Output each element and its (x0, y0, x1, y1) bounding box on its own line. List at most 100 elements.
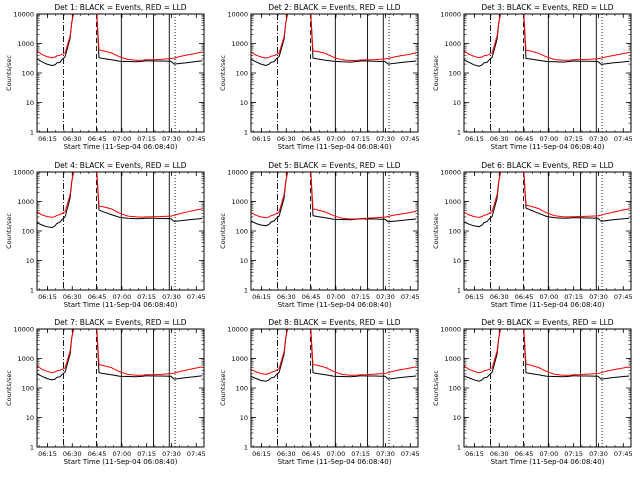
x-tick-label: 06:15 (38, 293, 57, 301)
x-axis-label: Start Time (11-Sep-04 06:08:40) (278, 301, 392, 309)
panel-det-3: Det 3: BLACK = Events, RED = LLD 1 10 100 10… (432, 3, 633, 151)
y-tick-label: 1 (30, 287, 34, 295)
x-tick-label: 07:45 (187, 450, 206, 458)
y-axis-label: Counts/sec (432, 213, 440, 249)
y-tick-label: 1000 (231, 355, 248, 363)
plot-frame (463, 13, 632, 133)
plot-frame (250, 13, 419, 133)
x-tick-label: 06:45 (88, 293, 107, 301)
y-tick-label: 10 (26, 99, 34, 107)
series-group (464, 172, 630, 228)
y-tick-label: 10 (453, 257, 461, 265)
panel-det-5: Det 5: BLACK = Events, RED = LLD 1 10 100 10… (219, 161, 420, 309)
panel-title: Det 2: BLACK = Events, RED = LLD (268, 3, 400, 12)
plot-frame (36, 171, 205, 291)
events-series-line (464, 172, 630, 228)
lld-series-line (37, 172, 203, 218)
y-tick-label: 100 (449, 70, 461, 78)
y-tick-label: 10 (240, 99, 248, 107)
panel-det-4: Det 4: BLACK = Events, RED = LLD 1 10 100 10… (5, 161, 206, 309)
x-tick-label: 07:45 (187, 293, 206, 301)
y-tick-label: 1 (457, 287, 461, 295)
x-tick-label: 07:30 (589, 450, 608, 458)
x-tick-label: 07:45 (614, 135, 633, 143)
panel-det-8: Det 8: BLACK = Events, RED = LLD 1 10 100 10… (219, 318, 420, 466)
events-series-line (37, 172, 203, 229)
y-tick-label: 100 (236, 70, 248, 78)
y-tick-label: 100 (236, 228, 248, 236)
x-tick-label: 06:30 (277, 135, 296, 143)
y-tick-label: 100 (449, 228, 461, 236)
x-tick-label: 07:00 (540, 450, 559, 458)
x-axis-label: Start Time (11-Sep-04 06:08:40) (278, 143, 392, 151)
y-tick-label: 100 (22, 228, 34, 236)
lld-series-line (251, 172, 417, 220)
x-tick-label: 07:15 (564, 450, 583, 458)
x-tick-label: 07:30 (162, 135, 181, 143)
events-series-line (37, 329, 203, 381)
x-tick-label: 07:30 (589, 135, 608, 143)
x-tick-label: 07:30 (162, 450, 181, 458)
series-group (37, 329, 203, 381)
x-tick-label: 07:00 (540, 293, 559, 301)
lld-series-line (251, 329, 417, 376)
panel-det-9: Det 9: BLACK = Events, RED = LLD 1 10 100 10… (432, 318, 633, 466)
events-series-line (464, 14, 630, 67)
x-tick-label: 07:15 (351, 135, 370, 143)
x-tick-label: 06:30 (277, 450, 296, 458)
y-tick-label: 1000 (231, 198, 248, 206)
x-tick-label: 07:45 (187, 135, 206, 143)
events-series-line (37, 14, 203, 67)
x-tick-label: 07:00 (113, 450, 132, 458)
y-tick-label: 10000 (440, 326, 461, 334)
series-group (251, 14, 417, 67)
y-tick-label: 100 (22, 70, 34, 78)
x-axis-label: Start Time (11-Sep-04 06:08:40) (64, 143, 178, 151)
x-tick-label: 07:15 (137, 450, 156, 458)
x-axis-label: Start Time (11-Sep-04 06:08:40) (491, 458, 605, 466)
x-tick-label: 06:30 (490, 293, 509, 301)
x-tick-label: 06:45 (302, 135, 321, 143)
x-tick-label: 07:00 (327, 450, 346, 458)
panel-det-2: Det 2: BLACK = Events, RED = LLD 1 10 100 10… (219, 3, 420, 151)
lld-series-line (37, 14, 203, 61)
y-tick-label: 1 (244, 287, 248, 295)
plot-frame (250, 171, 419, 291)
series-group (37, 14, 203, 67)
y-tick-label: 100 (449, 385, 461, 393)
x-tick-label: 06:15 (252, 450, 271, 458)
panel-det-7: Det 7: BLACK = Events, RED = LLD 1 10 100 10… (5, 318, 206, 466)
panel-title: Det 9: BLACK = Events, RED = LLD (481, 318, 613, 327)
y-axis-label: Counts/sec (432, 370, 440, 406)
x-axis-label: Start Time (11-Sep-04 06:08:40) (278, 458, 392, 466)
x-tick-label: 07:30 (162, 293, 181, 301)
y-tick-label: 10 (453, 414, 461, 422)
series-group (464, 329, 630, 382)
y-tick-label: 10000 (440, 169, 461, 177)
x-tick-label: 06:15 (38, 450, 57, 458)
x-tick-label: 07:45 (401, 450, 420, 458)
x-tick-label: 07:15 (564, 135, 583, 143)
y-tick-label: 1000 (444, 40, 461, 48)
x-axis-label: Start Time (11-Sep-04 06:08:40) (64, 301, 178, 309)
x-tick-label: 06:45 (88, 135, 107, 143)
x-tick-label: 06:45 (515, 450, 534, 458)
y-axis-label: Counts/sec (5, 55, 13, 91)
x-tick-label: 06:45 (515, 135, 534, 143)
x-tick-label: 06:45 (302, 293, 321, 301)
plot-frame (36, 328, 205, 448)
y-tick-label: 10000 (13, 11, 34, 19)
y-tick-label: 10000 (440, 11, 461, 19)
x-tick-label: 07:15 (351, 293, 370, 301)
y-axis-label: Counts/sec (5, 370, 13, 406)
x-tick-label: 07:15 (351, 450, 370, 458)
y-tick-label: 100 (236, 385, 248, 393)
y-tick-label: 1 (30, 129, 34, 137)
series-group (464, 14, 630, 67)
y-tick-label: 1000 (231, 40, 248, 48)
y-tick-label: 1 (457, 444, 461, 452)
x-tick-label: 06:30 (277, 293, 296, 301)
panel-title: Det 4: BLACK = Events, RED = LLD (54, 161, 186, 170)
x-tick-label: 06:30 (63, 135, 82, 143)
y-tick-label: 10 (26, 414, 34, 422)
